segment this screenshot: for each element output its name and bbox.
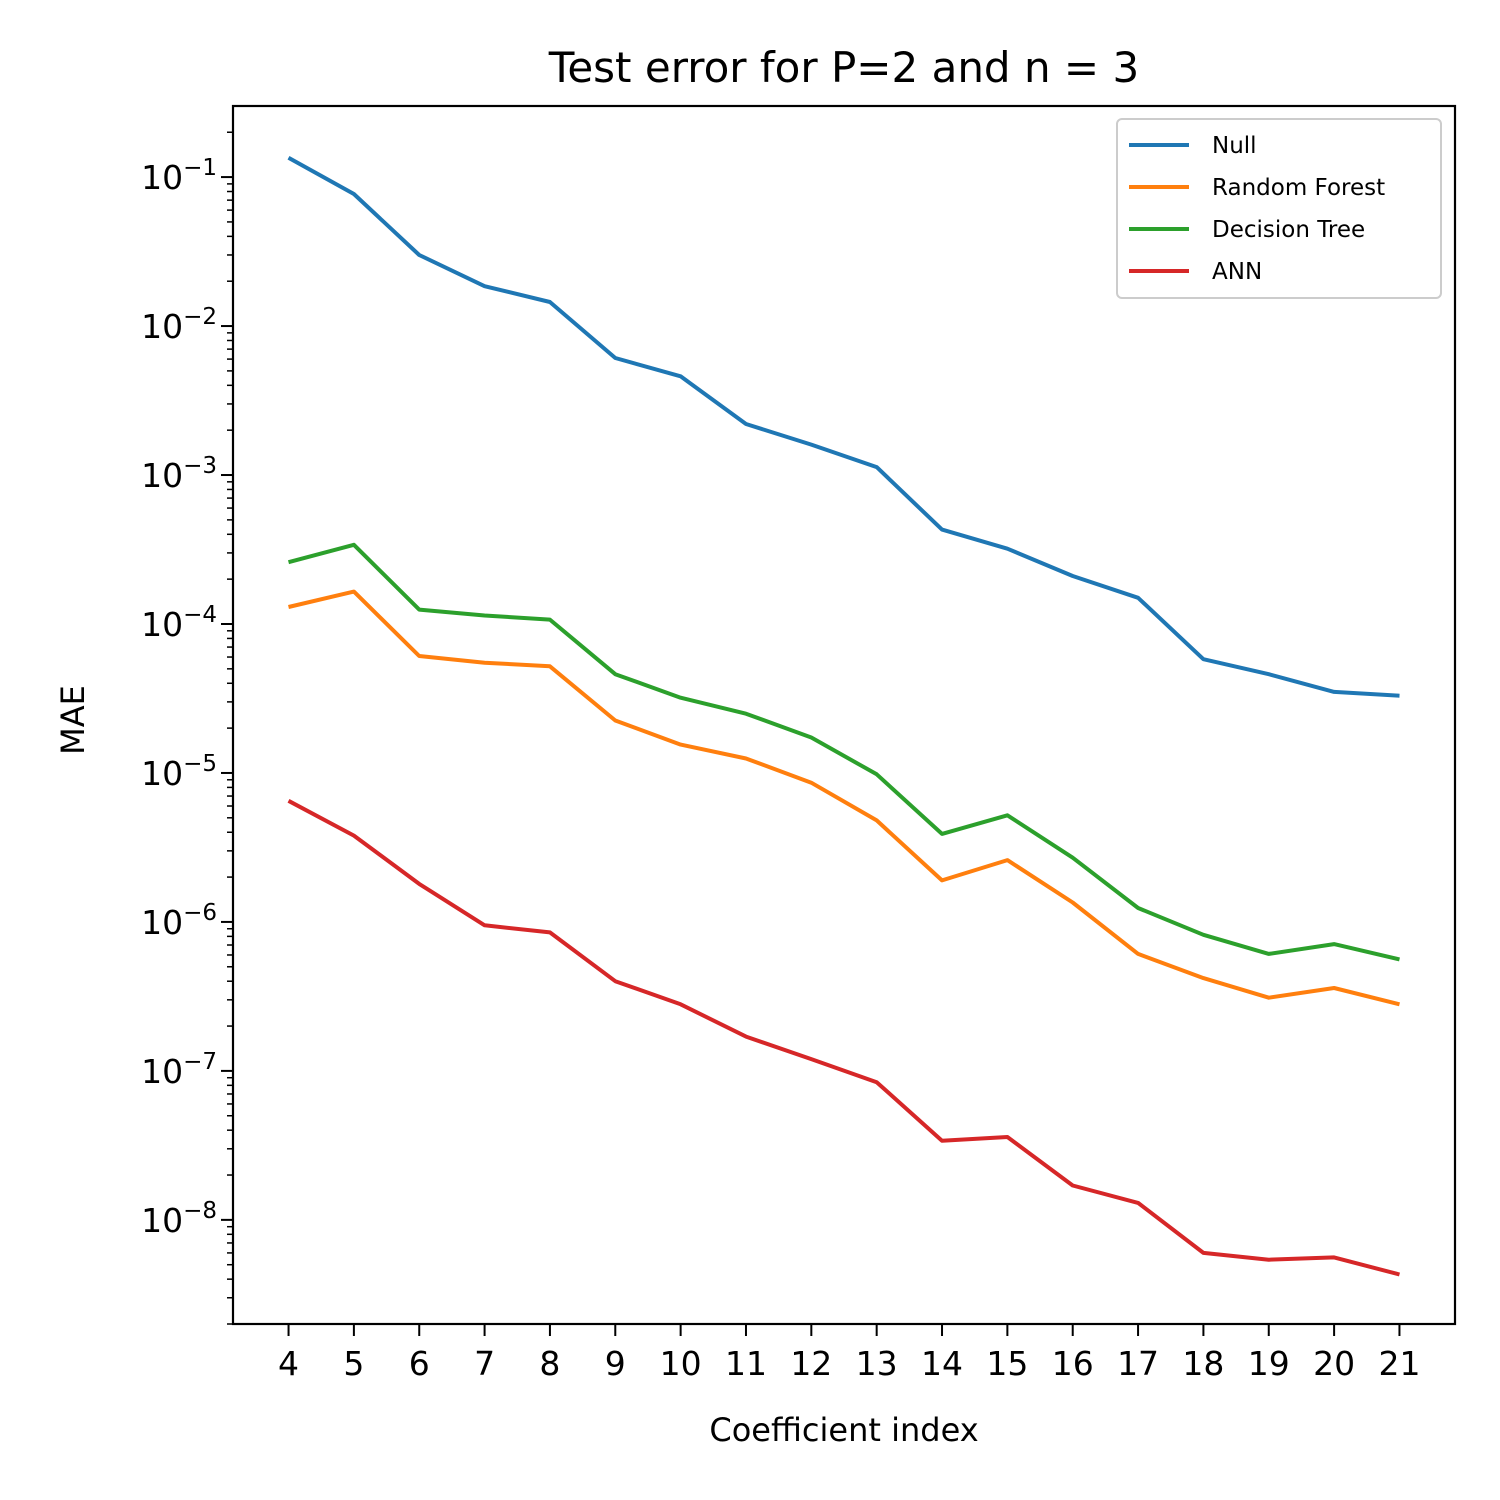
y-tick-label: 10−2 <box>141 304 217 346</box>
y-tick-label: 10−5 <box>141 751 217 793</box>
legend-label: Null <box>1212 133 1257 159</box>
x-tick-label: 21 <box>1378 1344 1420 1383</box>
series-line-ann <box>287 799 1401 1277</box>
y-axis: 10−1 10−2 10−3 10−4 10−5 10−6 10−7 10−8 <box>141 131 233 1325</box>
x-tick-label: 9 <box>605 1344 626 1383</box>
legend-label: Random Forest <box>1212 175 1385 201</box>
x-axis-label: Coefficient index <box>709 1411 978 1449</box>
series-line-random-forest <box>288 589 1400 1007</box>
y-tick-label: 10−4 <box>141 602 217 644</box>
x-tick-label: 20 <box>1313 1344 1355 1383</box>
series-line-decision-tree <box>287 542 1400 962</box>
x-tick-label: 6 <box>409 1344 430 1383</box>
y-tick-label: 10−8 <box>141 1198 217 1240</box>
x-axis: 4 5 6 7 8 9 10 11 12 13 14 15 16 17 18 19 20 21 <box>278 1324 1420 1383</box>
x-tick-label: 4 <box>278 1344 299 1383</box>
x-tick-label: 7 <box>474 1344 495 1383</box>
x-tick-label: 18 <box>1182 1344 1224 1383</box>
y-axis-label: MAE <box>54 685 92 755</box>
x-tick-label: 15 <box>986 1344 1028 1383</box>
series-line-null <box>287 155 1400 698</box>
x-tick-label: 19 <box>1248 1344 1290 1383</box>
x-tick-label: 16 <box>1052 1344 1094 1383</box>
series-layer <box>287 155 1401 1277</box>
x-tick-label: 13 <box>856 1344 898 1383</box>
x-tick-label: 12 <box>790 1344 832 1383</box>
plot-area-frame <box>231 104 1457 1326</box>
y-tick-label: 10−3 <box>141 453 217 495</box>
y-tick-label: 10−7 <box>141 1049 217 1091</box>
x-tick-label: 5 <box>343 1344 364 1383</box>
x-tick-label: 10 <box>660 1344 702 1383</box>
chart-title: Test error for P=2 and n = 3 <box>548 43 1139 92</box>
x-tick-label: 17 <box>1117 1344 1159 1383</box>
x-tick-label: 14 <box>921 1344 963 1383</box>
legend-label: Decision Tree <box>1212 217 1365 243</box>
x-tick-label: 11 <box>725 1344 767 1383</box>
x-tick-label: 8 <box>539 1344 560 1383</box>
legend-box <box>1116 118 1442 299</box>
legend: Null Random Forest Decision Tree ANN <box>1116 118 1442 299</box>
y-tick-label: 10−6 <box>141 900 217 942</box>
legend-label: ANN <box>1212 259 1262 285</box>
y-tick-label: 10−1 <box>141 155 217 197</box>
